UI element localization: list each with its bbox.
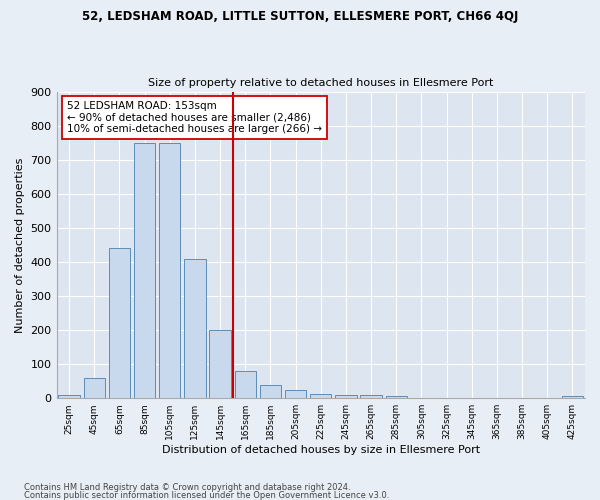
Text: Contains public sector information licensed under the Open Government Licence v3: Contains public sector information licen…	[24, 490, 389, 500]
Text: 52 LEDSHAM ROAD: 153sqm
← 90% of detached houses are smaller (2,486)
10% of semi: 52 LEDSHAM ROAD: 153sqm ← 90% of detache…	[67, 101, 322, 134]
Bar	[83, 378, 105, 398]
X-axis label: Distribution of detached houses by size in Ellesmere Port: Distribution of detached houses by size …	[162, 445, 480, 455]
Bar	[209, 330, 231, 398]
Text: 52, LEDSHAM ROAD, LITTLE SUTTON, ELLESMERE PORT, CH66 4QJ: 52, LEDSHAM ROAD, LITTLE SUTTON, ELLESME…	[82, 10, 518, 23]
Text: Contains HM Land Registry data © Crown copyright and database right 2024.: Contains HM Land Registry data © Crown c…	[24, 484, 350, 492]
Bar	[285, 390, 307, 398]
Title: Size of property relative to detached houses in Ellesmere Port: Size of property relative to detached ho…	[148, 78, 493, 88]
Bar	[361, 395, 382, 398]
Bar	[58, 395, 80, 398]
Bar	[260, 384, 281, 398]
Bar	[235, 371, 256, 398]
Bar	[386, 396, 407, 398]
Bar	[159, 142, 181, 398]
Y-axis label: Number of detached properties: Number of detached properties	[15, 157, 25, 332]
Bar	[184, 258, 206, 398]
Bar	[310, 394, 331, 398]
Bar	[562, 396, 583, 398]
Bar	[335, 395, 356, 398]
Bar	[109, 248, 130, 398]
Bar	[134, 142, 155, 398]
